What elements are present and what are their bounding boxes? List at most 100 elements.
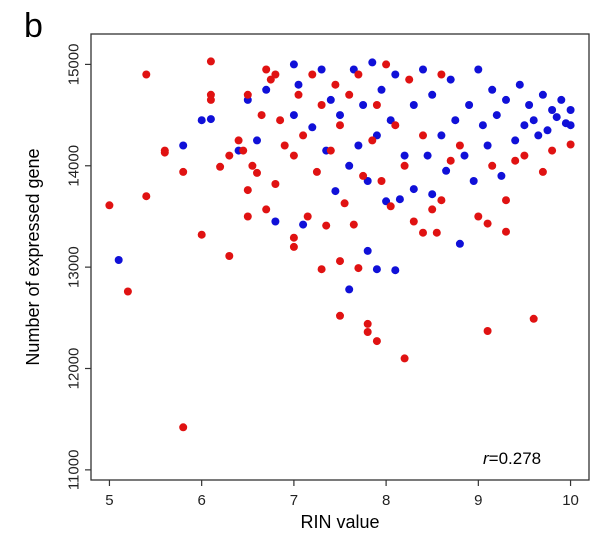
red-data-point xyxy=(179,423,188,432)
blue-data-point xyxy=(363,246,372,255)
red-data-point xyxy=(359,171,368,180)
blue-data-point xyxy=(446,75,455,84)
red-data-point xyxy=(455,141,464,150)
blue-data-point xyxy=(534,131,543,140)
correlation-annotation: r=0.278 xyxy=(483,449,541,468)
blue-data-point xyxy=(525,101,534,109)
red-data-point xyxy=(123,287,132,296)
blue-data-point xyxy=(294,80,303,89)
red-data-point xyxy=(308,70,317,79)
red-data-point xyxy=(511,156,520,165)
red-data-point xyxy=(142,70,151,79)
blue-data-point xyxy=(271,217,280,226)
data-points xyxy=(105,57,575,432)
blue-data-point xyxy=(460,151,469,160)
red-data-point xyxy=(377,177,386,185)
blue-data-point xyxy=(548,106,557,114)
blue-data-point xyxy=(377,85,386,94)
red-data-point xyxy=(345,90,354,99)
blue-data-point xyxy=(326,95,335,104)
x-axis-ticks: 5 6 7 8 9 10 xyxy=(105,480,579,509)
blue-data-point xyxy=(511,136,520,145)
blue-data-point xyxy=(465,101,474,109)
red-data-point xyxy=(206,90,215,99)
blue-data-point xyxy=(538,90,547,99)
red-data-point xyxy=(276,116,285,125)
red-data-point xyxy=(312,167,321,176)
red-data-point xyxy=(488,161,497,170)
red-data-point xyxy=(340,199,349,208)
blue-data-point xyxy=(308,123,317,132)
x-tick-label: 8 xyxy=(382,492,390,509)
red-data-point xyxy=(529,314,538,323)
blue-data-point xyxy=(262,85,271,94)
blue-data-point xyxy=(368,58,377,67)
red-data-point xyxy=(354,264,363,273)
red-data-point xyxy=(409,217,418,226)
x-tick-label: 5 xyxy=(105,492,113,509)
red-data-point xyxy=(446,156,455,165)
blue-data-point xyxy=(529,116,538,125)
red-data-point xyxy=(317,101,326,109)
red-data-point xyxy=(257,111,266,120)
blue-data-point xyxy=(317,65,326,74)
red-data-point xyxy=(225,151,234,160)
red-data-point xyxy=(243,186,252,195)
red-data-point xyxy=(386,202,395,211)
red-data-point xyxy=(483,219,492,228)
blue-data-point xyxy=(474,65,483,74)
blue-data-point xyxy=(566,106,575,114)
blue-data-point xyxy=(428,90,437,99)
red-data-point xyxy=(262,65,271,74)
red-data-point xyxy=(142,192,151,201)
red-data-point xyxy=(160,148,169,157)
red-data-point xyxy=(289,233,298,242)
y-axis-title: Number of expressed gene xyxy=(23,148,43,365)
red-data-point xyxy=(326,146,335,155)
red-data-point xyxy=(303,212,312,221)
blue-data-point xyxy=(557,95,566,104)
red-data-point xyxy=(248,161,257,170)
blue-data-point xyxy=(469,177,478,185)
blue-data-point xyxy=(543,126,552,135)
blue-data-point xyxy=(478,121,487,130)
red-data-point xyxy=(253,168,261,177)
blue-data-point xyxy=(336,111,344,120)
x-tick-label: 7 xyxy=(290,492,298,509)
red-data-point xyxy=(266,75,275,84)
y-tick-label: 12000 xyxy=(66,348,83,390)
panel-letter: b xyxy=(24,7,43,45)
red-data-point xyxy=(432,228,441,237)
correlation-value: =0.278 xyxy=(489,449,541,468)
red-data-point xyxy=(354,70,363,79)
red-data-point xyxy=(243,90,252,99)
y-tick-label: 11000 xyxy=(66,450,83,491)
red-data-point xyxy=(382,60,391,69)
red-data-point xyxy=(363,319,372,328)
red-data-point xyxy=(336,257,344,266)
blue-data-point xyxy=(289,111,298,120)
red-data-point xyxy=(419,228,427,237)
red-data-point xyxy=(105,201,114,210)
y-axis-ticks: 11000 12000 13000 14000 15000 xyxy=(66,44,91,491)
red-data-point xyxy=(405,75,414,84)
blue-data-point xyxy=(423,151,432,160)
blue-data-point xyxy=(354,141,363,150)
blue-data-point xyxy=(289,60,298,69)
blue-data-point xyxy=(359,101,368,109)
red-data-point xyxy=(331,80,340,89)
red-data-point xyxy=(437,70,446,79)
blue-data-point xyxy=(345,161,354,170)
red-data-point xyxy=(317,265,326,274)
red-data-point xyxy=(262,205,271,214)
plot-frame xyxy=(90,33,590,481)
blue-data-point xyxy=(197,116,206,125)
blue-data-point xyxy=(395,195,404,204)
red-data-point xyxy=(391,121,400,130)
red-data-point xyxy=(271,70,280,79)
blue-data-point xyxy=(515,80,524,89)
red-data-point xyxy=(289,242,298,251)
red-data-point xyxy=(502,196,510,205)
blue-data-point xyxy=(492,111,501,120)
blue-data-point xyxy=(437,131,446,140)
